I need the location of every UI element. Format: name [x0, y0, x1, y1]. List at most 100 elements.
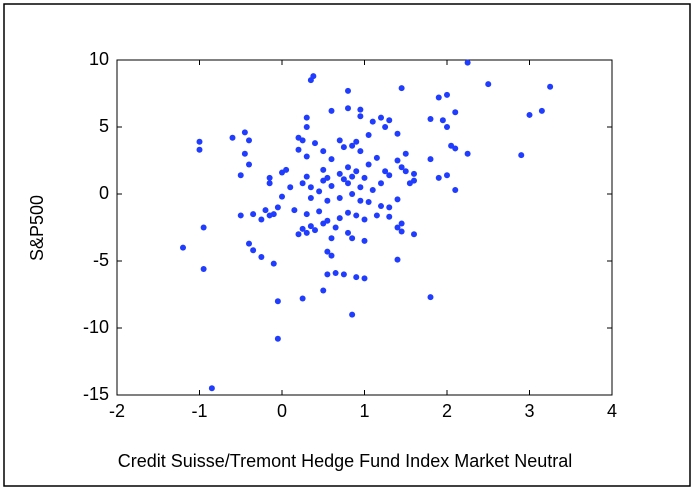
- y-tick-label: -10: [83, 317, 109, 337]
- point: [299, 295, 306, 302]
- point: [526, 111, 533, 118]
- point: [444, 124, 450, 130]
- x-tick-label: 2: [442, 401, 452, 421]
- point: [312, 140, 318, 147]
- point: [365, 132, 372, 139]
- point: [357, 113, 364, 120]
- point: [361, 275, 368, 282]
- point: [340, 144, 347, 151]
- point: [324, 197, 331, 204]
- point: [295, 231, 302, 238]
- point: [246, 137, 252, 144]
- x-tick-label: 0: [277, 401, 287, 421]
- y-tick-label: 10: [89, 49, 109, 69]
- point: [229, 134, 236, 141]
- point: [394, 196, 401, 203]
- point: [303, 153, 310, 160]
- point: [295, 146, 302, 153]
- point: [547, 83, 554, 90]
- point: [320, 220, 327, 227]
- point: [258, 253, 265, 260]
- point: [361, 174, 368, 181]
- point: [357, 197, 364, 204]
- point: [353, 274, 360, 281]
- point: [386, 117, 393, 124]
- point: [353, 212, 360, 219]
- point: [349, 311, 356, 318]
- point: [336, 195, 343, 202]
- point: [332, 270, 339, 277]
- x-tick-label: 3: [524, 401, 534, 421]
- point: [452, 186, 459, 193]
- point: [464, 150, 471, 157]
- point: [291, 207, 298, 214]
- point: [398, 85, 405, 92]
- point: [200, 224, 207, 231]
- point: [283, 166, 290, 173]
- point: [299, 180, 306, 187]
- point: [262, 207, 269, 214]
- point: [316, 188, 323, 195]
- point: [485, 81, 492, 88]
- point: [246, 161, 252, 168]
- point: [365, 161, 372, 168]
- point: [266, 212, 273, 219]
- point: [444, 91, 450, 98]
- point: [328, 252, 335, 259]
- point: [196, 138, 203, 145]
- point: [398, 228, 405, 235]
- point: [394, 224, 401, 231]
- point: [303, 211, 310, 218]
- point: [340, 271, 347, 278]
- point: [398, 164, 405, 171]
- point: [180, 244, 186, 251]
- y-tick-label: -15: [83, 384, 109, 404]
- point: [303, 173, 310, 180]
- point: [357, 184, 364, 191]
- point: [394, 130, 401, 137]
- point: [411, 231, 417, 238]
- point: [266, 174, 273, 181]
- x-tick-label: -2: [109, 401, 125, 421]
- y-tick-label: -5: [93, 250, 109, 270]
- point: [369, 118, 376, 125]
- point: [336, 137, 343, 144]
- point: [208, 385, 215, 392]
- point: [274, 298, 281, 305]
- axes-box: [116, 59, 613, 396]
- point: [398, 220, 405, 227]
- point: [378, 180, 384, 187]
- point: [345, 209, 351, 216]
- point: [382, 124, 389, 130]
- point: [361, 237, 368, 244]
- point: [303, 229, 310, 236]
- point: [316, 208, 323, 215]
- point: [402, 168, 409, 175]
- point: [303, 124, 310, 130]
- point: [237, 172, 244, 179]
- point: [345, 180, 351, 187]
- point: [345, 164, 351, 171]
- x-tick-label: 1: [359, 401, 369, 421]
- point: [266, 180, 273, 187]
- point: [287, 184, 294, 191]
- point: [464, 59, 471, 66]
- point: [328, 107, 335, 114]
- point: [373, 154, 380, 161]
- point: [452, 145, 459, 152]
- frame: [3, 3, 691, 487]
- point: [444, 172, 450, 179]
- point: [406, 180, 413, 187]
- point: [538, 107, 545, 114]
- x-tick-label: 4: [607, 401, 617, 421]
- point: [382, 168, 389, 175]
- point: [357, 148, 364, 155]
- point: [439, 117, 446, 124]
- point: [452, 109, 459, 116]
- point: [307, 195, 314, 202]
- point: [328, 235, 335, 242]
- point: [258, 216, 265, 223]
- point: [402, 150, 409, 157]
- point: [349, 235, 356, 242]
- point: [250, 211, 257, 218]
